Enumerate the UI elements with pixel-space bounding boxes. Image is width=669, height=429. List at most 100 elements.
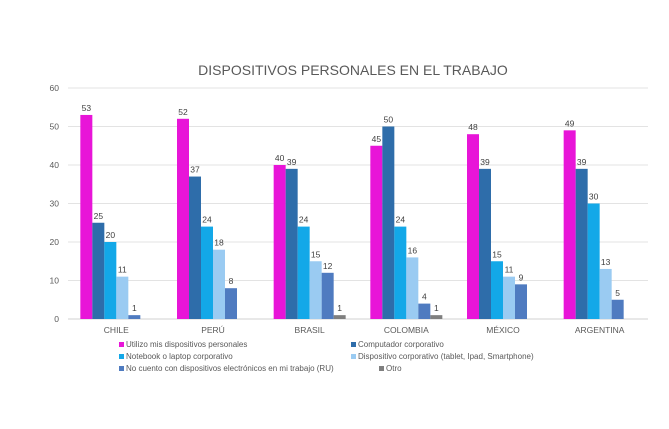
data-label: 53 <box>82 103 92 113</box>
data-label: 24 <box>202 215 212 225</box>
bar <box>599 268 612 319</box>
bar <box>309 261 322 319</box>
data-label: 40 <box>275 153 285 163</box>
data-label: 39 <box>287 157 297 167</box>
bar <box>92 222 105 319</box>
data-label: 4 <box>422 292 427 302</box>
data-label: 20 <box>106 230 116 240</box>
data-label: 30 <box>589 192 599 202</box>
x-tick-label: CHILE <box>104 325 129 335</box>
data-label: 52 <box>178 107 188 117</box>
data-label: 39 <box>480 157 490 167</box>
data-label: 37 <box>190 165 200 175</box>
bar <box>575 168 588 319</box>
data-label: 15 <box>311 249 321 259</box>
bar <box>515 284 527 319</box>
data-label: 50 <box>384 115 394 125</box>
legend-swatch <box>119 354 124 359</box>
data-label: 24 <box>396 215 406 225</box>
bar <box>297 226 310 319</box>
bar <box>177 118 189 319</box>
y-tick-label: 60 <box>50 83 60 93</box>
bar <box>213 249 225 319</box>
data-label: 5 <box>615 288 620 298</box>
gridlines <box>68 87 648 320</box>
legend-swatch <box>119 342 124 347</box>
legend-label: Otro <box>386 364 402 373</box>
bar <box>611 299 624 319</box>
x-tick-label: MÉXICO <box>486 325 520 335</box>
data-label: 18 <box>214 238 224 248</box>
data-label: 45 <box>372 134 382 144</box>
bar <box>563 130 576 319</box>
bar <box>406 257 419 319</box>
x-tick-label: BRASIL <box>295 325 326 335</box>
legend-item: Otro <box>379 364 402 373</box>
x-axis: CHILE PERÚ BRASIL COLOMBIA MÉXICO ARGENTINA <box>104 325 625 335</box>
bar <box>467 134 479 319</box>
bar <box>128 315 141 319</box>
x-tick-label: COLOMBIA <box>384 325 429 335</box>
bar <box>382 126 395 319</box>
legend-label: No cuento con dispositivos electrónicos … <box>126 364 334 373</box>
bar <box>273 165 286 319</box>
y-tick-label: 0 <box>54 314 59 324</box>
bar <box>104 242 117 319</box>
y-tick-label: 10 <box>50 276 60 286</box>
x-tick-label: PERÚ <box>201 325 225 335</box>
bar <box>116 276 129 319</box>
legend-swatch <box>351 342 356 347</box>
bar <box>285 168 298 319</box>
data-label: 39 <box>577 157 587 167</box>
bar <box>225 288 237 319</box>
data-label: 25 <box>94 211 104 221</box>
legend-label: Notebook o laptop corporativo <box>126 352 233 361</box>
x-tick-label: ARGENTINA <box>575 325 625 335</box>
legend-label: Dispositivo corporativo (tablet, Ipad, S… <box>358 352 534 361</box>
data-label: 12 <box>323 261 333 271</box>
y-tick-label: 50 <box>50 122 60 132</box>
bar <box>479 168 491 319</box>
data-label: 16 <box>408 245 418 255</box>
data-label: 11 <box>118 265 127 275</box>
data-label: 15 <box>492 249 502 259</box>
legend-item: Computador corporativo <box>351 340 444 349</box>
legend-swatch <box>379 366 384 371</box>
data-label: 48 <box>468 122 478 132</box>
legend-swatch <box>351 354 356 359</box>
chart-title: DISPOSITIVOS PERSONALES EN EL TRABAJO <box>198 62 508 78</box>
y-axis: 0 10 20 30 40 50 60 <box>50 83 60 324</box>
data-label: 24 <box>299 215 309 225</box>
bar <box>333 315 346 319</box>
legend-swatch <box>119 366 124 371</box>
bar <box>201 226 213 319</box>
data-label: 13 <box>601 257 611 267</box>
legend-label: Utilizo mis dispositivos personales <box>126 340 248 349</box>
data-label: 49 <box>565 118 575 128</box>
y-tick-label: 20 <box>50 237 60 247</box>
bar <box>430 315 443 319</box>
bar <box>503 276 515 319</box>
bar <box>418 303 431 319</box>
bar <box>80 114 93 319</box>
bar <box>370 145 383 319</box>
legend-item: Dispositivo corporativo (tablet, Ipad, S… <box>351 352 534 361</box>
data-label: 1 <box>337 303 342 313</box>
data-label: 11 <box>505 265 514 275</box>
legend-item: No cuento con dispositivos electrónicos … <box>119 364 334 373</box>
legend-item: Notebook o laptop corporativo <box>119 352 233 361</box>
bars <box>80 114 624 319</box>
bar <box>394 226 407 319</box>
legend-item: Utilizo mis dispositivos personales <box>119 340 247 349</box>
bar <box>189 176 201 319</box>
legend-label: Computador corporativo <box>358 340 444 349</box>
bar <box>491 261 503 319</box>
y-tick-label: 30 <box>50 199 60 209</box>
bar <box>321 272 334 319</box>
data-label: 8 <box>229 276 234 286</box>
y-tick-label: 40 <box>50 160 60 170</box>
data-label: 1 <box>132 303 137 313</box>
data-label: 9 <box>519 272 524 282</box>
